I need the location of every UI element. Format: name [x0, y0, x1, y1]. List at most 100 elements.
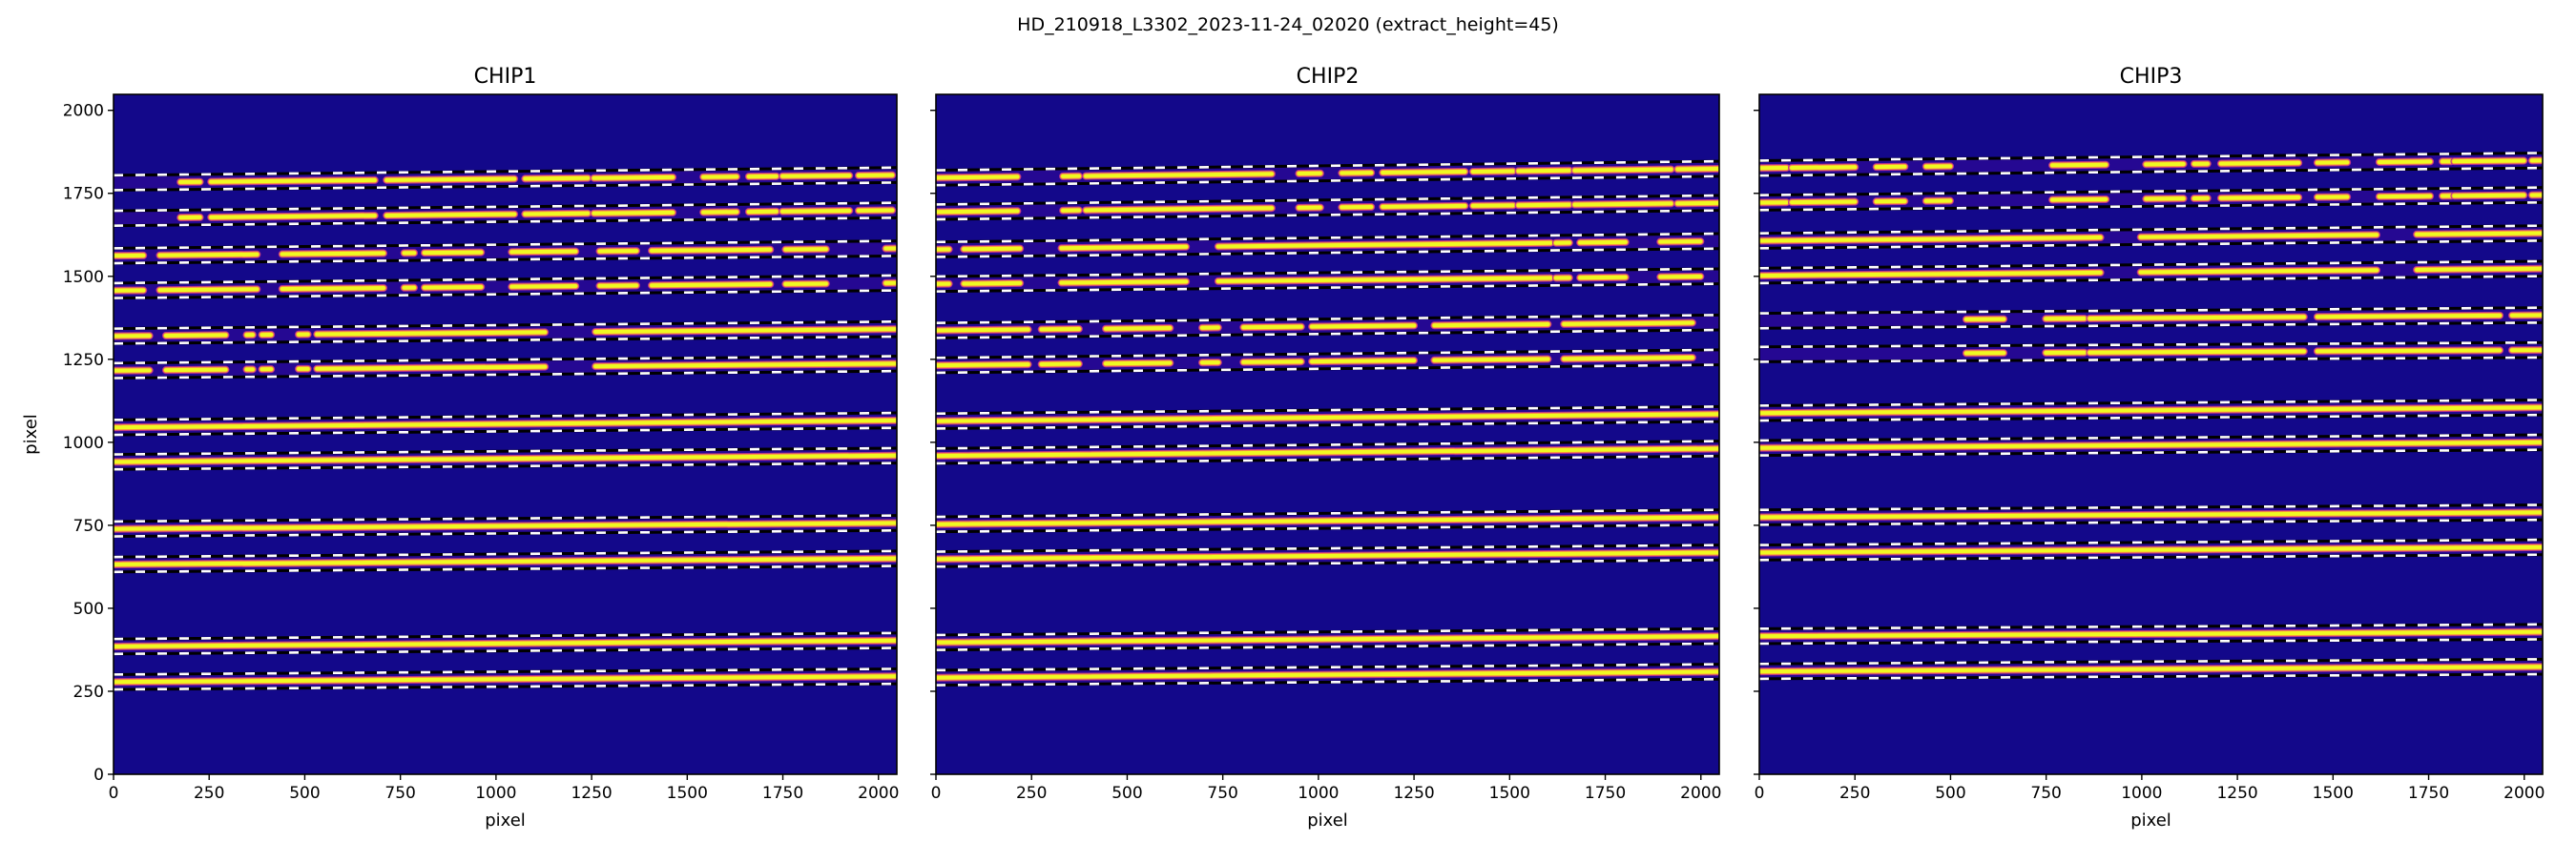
spectral-trace — [937, 176, 1017, 177]
spectral-trace — [1677, 203, 1719, 204]
spectral-trace — [282, 254, 384, 255]
spectral-trace — [2454, 160, 2524, 161]
x-tick-label: 1250 — [571, 784, 612, 803]
x-tick-label: 750 — [2030, 784, 2061, 803]
spectral-trace — [2052, 199, 2106, 200]
spectral-trace — [1243, 327, 1301, 328]
spectral-trace — [652, 250, 770, 251]
x-tick-label: 0 — [109, 784, 119, 803]
x-tick-label: 0 — [1755, 784, 1765, 803]
spectral-trace — [2417, 234, 2543, 235]
spectral-trace — [937, 211, 1017, 212]
spectral-trace — [594, 213, 674, 214]
spectral-trace — [782, 211, 849, 212]
detector-image — [1759, 94, 2543, 774]
x-tick-label: 750 — [384, 784, 415, 803]
spectral-trace — [937, 364, 1028, 365]
x-tick-label: 2000 — [1680, 784, 1721, 803]
x-tick-label: 1750 — [762, 784, 803, 803]
chip-title: CHIP1 — [474, 65, 537, 89]
y-tick-label: 1500 — [63, 268, 104, 287]
spectral-trace — [317, 367, 545, 369]
spectral-trace — [211, 180, 375, 182]
spectral-trace — [1312, 360, 1414, 361]
x-tick-label: 500 — [1111, 784, 1142, 803]
spectral-trace — [425, 287, 481, 288]
spectral-trace — [2052, 165, 2106, 166]
spectral-trace — [386, 179, 514, 180]
spectral-trace — [1086, 174, 1272, 175]
spectral-trace — [425, 253, 481, 254]
spectral-trace — [2379, 196, 2430, 197]
spectral-trace — [1580, 242, 1626, 243]
spectral-trace — [525, 214, 588, 215]
spectral-trace — [166, 370, 226, 371]
spectral-trace — [1312, 325, 1414, 326]
spectral-trace — [2221, 197, 2298, 198]
detector-image — [936, 94, 1719, 774]
spectral-trace — [282, 288, 384, 289]
spectral-trace — [594, 177, 674, 178]
x-tick-label: 2000 — [2503, 784, 2545, 803]
spectral-trace — [2141, 270, 2377, 272]
spectral-trace — [160, 255, 258, 256]
spectral-trace — [211, 216, 375, 217]
x-tick-label: 1000 — [1298, 784, 1339, 803]
spectral-trace — [964, 249, 1020, 250]
spectral-trace — [1792, 167, 1855, 168]
detector-image — [114, 94, 897, 774]
x-tick-label: 1750 — [1585, 784, 1626, 803]
spectral-trace — [1434, 324, 1548, 325]
spectral-trace — [1243, 361, 1301, 362]
spectral-trace — [317, 332, 545, 334]
spectral-trace — [2089, 351, 2303, 352]
x-tick-label: 1750 — [2408, 784, 2449, 803]
spectral-trace — [937, 330, 1028, 331]
spectral-trace — [652, 284, 770, 285]
spectral-trace — [2379, 161, 2430, 162]
y-tick-label: 750 — [73, 517, 104, 536]
spectral-trace — [511, 252, 575, 253]
x-tick-label: 250 — [1839, 784, 1870, 803]
y-tick-label: 0 — [93, 766, 104, 785]
spectral-trace — [782, 175, 849, 176]
spectral-trace — [595, 329, 895, 332]
x-tick-label: 1500 — [2313, 784, 2354, 803]
x-tick-label: 500 — [1935, 784, 1965, 803]
spectral-trace — [1519, 171, 1569, 172]
spectral-trace — [595, 363, 895, 366]
spectral-trace — [1519, 205, 1569, 206]
x-tick-label: 1500 — [1489, 784, 1530, 803]
x-tick-label: 0 — [931, 784, 942, 803]
spectral-trace — [386, 215, 514, 216]
y-tick-label: 2000 — [63, 102, 104, 121]
x-tick-label: 1000 — [475, 784, 516, 803]
y-tick-label: 1250 — [63, 351, 104, 370]
spectral-trace — [511, 286, 575, 287]
chip-title: CHIP3 — [2120, 65, 2183, 89]
x-tick-label: 250 — [194, 784, 224, 803]
suptitle: HD_210918_L3302_2023-11-24_02020 (extrac… — [1017, 14, 1559, 35]
x-axis-label: pixel — [1307, 811, 1348, 831]
spectral-trace — [1564, 322, 1693, 323]
spectral-trace — [166, 335, 226, 336]
spectral-trace — [2221, 163, 2298, 164]
y-tick-label: 500 — [73, 600, 104, 619]
spectral-trace — [160, 289, 258, 290]
x-tick-label: 750 — [1207, 784, 1237, 803]
spectral-trace — [1106, 328, 1170, 329]
spectral-trace — [2089, 317, 2303, 318]
y-tick-label: 250 — [73, 683, 104, 702]
chip-title: CHIP2 — [1297, 65, 1360, 89]
spectral-trace — [1086, 208, 1272, 210]
spectral-trace — [1106, 363, 1170, 364]
x-tick-label: 250 — [1016, 784, 1047, 803]
x-tick-label: 1000 — [2121, 784, 2162, 803]
y-axis-label: pixel — [21, 414, 41, 455]
x-axis-label: pixel — [2130, 811, 2171, 831]
spectral-trace — [2417, 269, 2543, 270]
spectral-trace — [1574, 170, 1671, 171]
